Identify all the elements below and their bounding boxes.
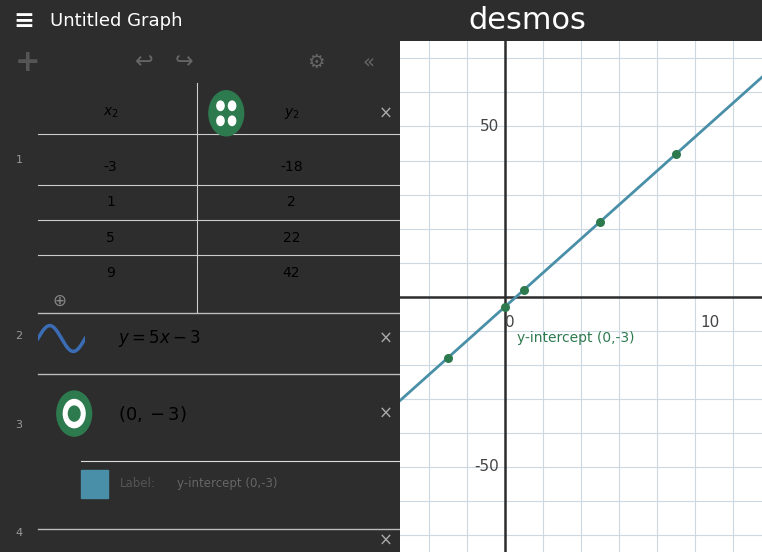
Bar <box>82 470 107 498</box>
Text: 3: 3 <box>15 420 23 431</box>
Text: Untitled Graph: Untitled Graph <box>50 12 182 30</box>
Circle shape <box>229 101 235 110</box>
Circle shape <box>217 101 224 110</box>
Text: 50: 50 <box>480 119 499 134</box>
Text: 9: 9 <box>106 266 115 280</box>
Text: 22: 22 <box>283 231 300 245</box>
Text: 42: 42 <box>283 266 300 280</box>
Circle shape <box>69 406 80 421</box>
Text: 4: 4 <box>15 528 23 538</box>
Text: +: + <box>15 47 41 77</box>
Text: 1: 1 <box>15 155 23 165</box>
Text: ≡: ≡ <box>14 9 35 33</box>
Text: desmos: desmos <box>469 6 587 35</box>
Text: ×: × <box>379 405 392 423</box>
Text: ×: × <box>379 104 392 123</box>
Text: y-intercept (0,-3): y-intercept (0,-3) <box>517 331 635 345</box>
Text: -3: -3 <box>104 160 117 174</box>
Circle shape <box>217 116 224 125</box>
Circle shape <box>57 391 91 436</box>
Text: $y_2$: $y_2$ <box>283 106 299 121</box>
Text: ×: × <box>379 330 392 348</box>
Text: y-intercept (0,-3): y-intercept (0,-3) <box>178 477 278 491</box>
Text: ×: × <box>379 531 392 549</box>
Text: 5: 5 <box>106 231 115 245</box>
Text: 0: 0 <box>504 315 514 331</box>
Text: 2: 2 <box>15 331 23 341</box>
Text: 1: 1 <box>106 195 115 209</box>
Circle shape <box>229 116 235 125</box>
Circle shape <box>209 91 244 136</box>
Text: $(0,-3)$: $(0,-3)$ <box>117 404 187 423</box>
Text: 10: 10 <box>700 315 719 331</box>
Text: «: « <box>362 52 374 72</box>
Text: -18: -18 <box>280 160 303 174</box>
Text: -50: -50 <box>475 459 499 474</box>
Text: $x_2$: $x_2$ <box>103 106 118 120</box>
Text: ↪: ↪ <box>174 52 194 72</box>
Text: ✓: ✓ <box>90 479 99 489</box>
Text: ↩: ↩ <box>135 52 153 72</box>
Text: $y = 5x - 3$: $y = 5x - 3$ <box>117 328 200 349</box>
Circle shape <box>63 400 85 428</box>
Text: 2: 2 <box>287 195 296 209</box>
Text: ⚙: ⚙ <box>307 52 325 72</box>
Text: ⊕: ⊕ <box>53 292 66 310</box>
Text: Label:: Label: <box>120 477 155 491</box>
